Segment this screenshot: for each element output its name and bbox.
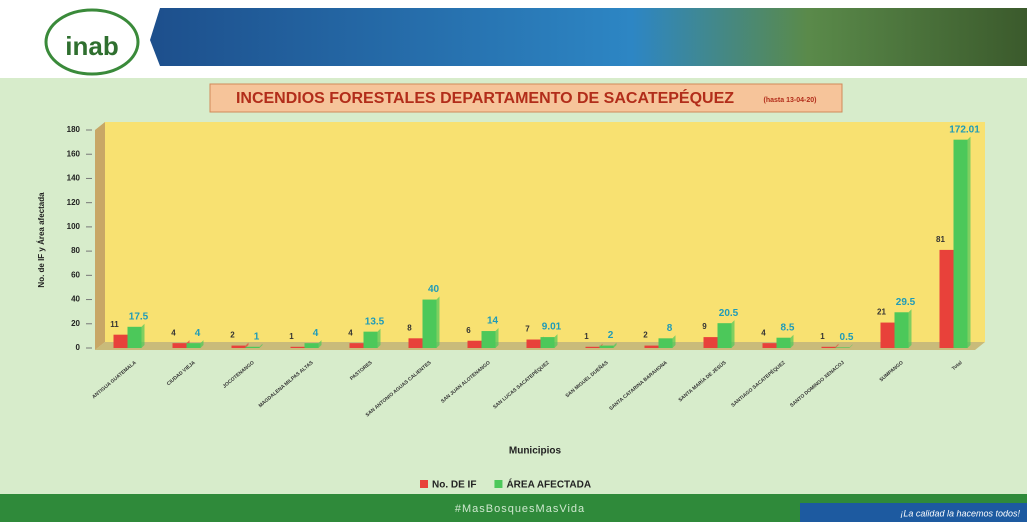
footer-hashtag: #MasBosquesMasVida [455, 503, 585, 515]
y-tick-label: 120 [67, 198, 81, 207]
bar [114, 335, 128, 348]
bar [600, 346, 614, 348]
bar [409, 338, 423, 348]
y-tick-label: 20 [71, 319, 80, 328]
y-tick-label: 140 [67, 174, 81, 183]
data-label: 11 [110, 320, 119, 329]
data-label: 8 [667, 323, 673, 334]
y-tick-label: 160 [67, 149, 81, 158]
bar-side [732, 320, 735, 348]
logo: inab [65, 31, 118, 61]
data-label: 6 [466, 326, 471, 335]
data-label: 0.5 [840, 332, 854, 343]
data-label: 81 [936, 235, 945, 244]
data-label: 21 [877, 308, 886, 317]
y-axis-title: No. de IF y Área afectada [37, 192, 46, 288]
data-label: 4 [171, 328, 176, 337]
bar [423, 300, 437, 348]
data-label: 9.01 [542, 322, 562, 333]
data-label: 40 [428, 284, 440, 295]
data-label: 8 [407, 323, 412, 332]
legend-label: No. DE IF [432, 480, 476, 491]
y-tick-label: 60 [71, 270, 80, 279]
legend-label: ÁREA AFECTADA [506, 478, 591, 491]
bar [173, 343, 187, 348]
plot-side-wall [95, 122, 105, 350]
data-label: 1 [289, 332, 294, 341]
chart-title: INCENDIOS FORESTALES DEPARTAMENTO DE SAC… [236, 88, 734, 107]
bar [881, 323, 895, 348]
data-label: 1 [820, 332, 825, 341]
plot-area [105, 122, 985, 342]
y-tick-label: 80 [71, 246, 80, 255]
bar [704, 337, 718, 348]
bar [232, 346, 246, 348]
data-label: 1 [584, 332, 589, 341]
bar [718, 323, 732, 348]
data-label: 17.5 [129, 311, 149, 322]
bar [364, 332, 378, 348]
y-tick-label: 100 [67, 222, 81, 231]
data-label: 20.5 [719, 308, 739, 319]
bar [763, 343, 777, 348]
bar [246, 347, 260, 348]
bar [895, 312, 909, 348]
data-label: 8.5 [781, 322, 795, 333]
bar-side [437, 297, 440, 348]
bar [291, 347, 305, 348]
header-banner [150, 8, 1027, 66]
data-label: 2 [643, 331, 648, 340]
bar [659, 338, 673, 348]
data-label: 13.5 [365, 316, 385, 327]
bar [305, 343, 319, 348]
bar [527, 340, 541, 348]
data-label: 172.01 [949, 124, 980, 135]
data-label: 4 [195, 328, 201, 339]
data-label: 4 [761, 328, 766, 337]
data-label: 14 [487, 316, 499, 327]
bar [128, 327, 142, 348]
data-label: 2 [230, 331, 235, 340]
data-label: 4 [313, 328, 319, 339]
y-tick-label: 40 [71, 295, 80, 304]
footer-slogan: ¡La calidad la hacemos todos! [900, 508, 1020, 518]
y-tick-label: 180 [67, 125, 81, 134]
bar [482, 331, 496, 348]
bar [940, 250, 954, 348]
bar [777, 338, 791, 348]
bar-side [909, 309, 912, 348]
chart-subtitle: (hasta 13-04-20) [764, 97, 817, 104]
bar-side [142, 324, 145, 348]
data-label: 29.5 [896, 297, 916, 308]
bar [187, 343, 201, 348]
page: inab INCENDIOS FORESTALES DEPARTAMENTO D… [0, 0, 1027, 522]
bar [645, 346, 659, 348]
legend-swatch [420, 480, 428, 488]
bar [468, 341, 482, 348]
x-axis-title: Municipios [509, 446, 562, 457]
bar-side [968, 137, 971, 348]
bar [954, 140, 968, 348]
bar [541, 337, 555, 348]
bar-side [378, 329, 381, 348]
legend-swatch [494, 480, 502, 488]
bar [836, 347, 850, 348]
data-label: 9 [702, 322, 707, 331]
bar [586, 347, 600, 348]
bar-side [496, 328, 499, 348]
data-label: 2 [608, 330, 614, 341]
data-label: 4 [348, 328, 353, 337]
y-tick-label: 0 [76, 343, 81, 352]
bar [822, 347, 836, 348]
data-label: 1 [254, 331, 260, 342]
bar [350, 343, 364, 348]
data-label: 7 [525, 325, 530, 334]
